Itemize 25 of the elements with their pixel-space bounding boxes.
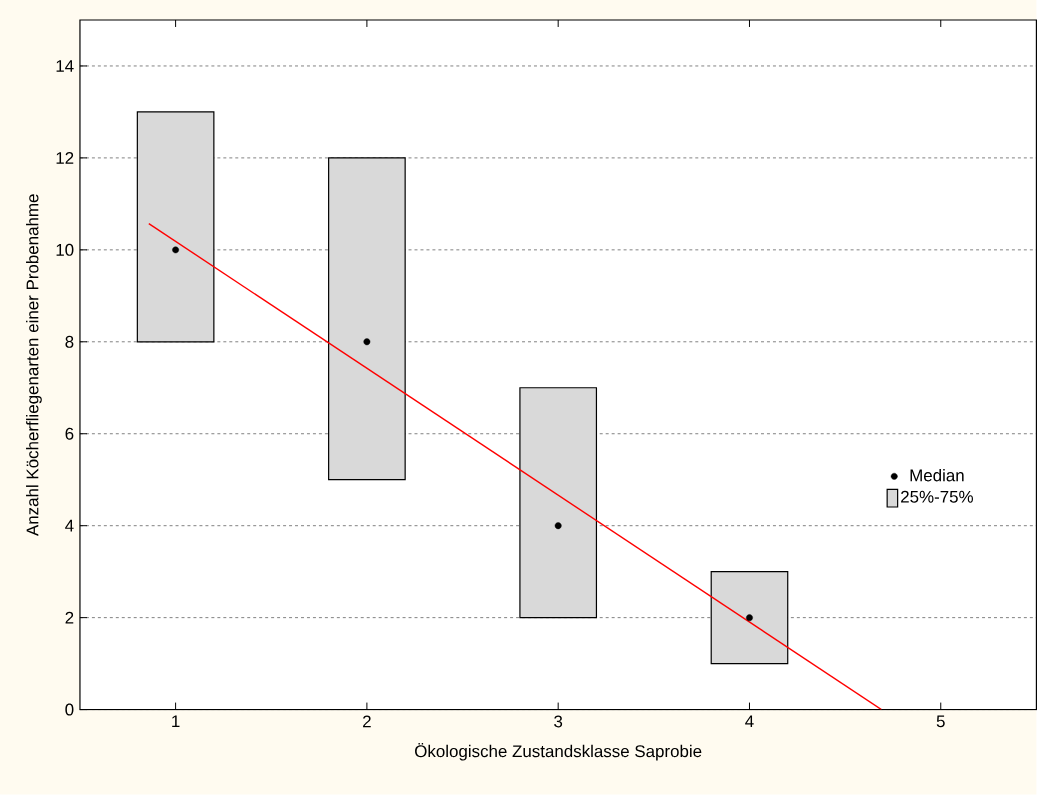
x-tick-label: 3: [554, 715, 563, 728]
x-tick-label: 5: [936, 715, 945, 728]
point: [554, 522, 562, 530]
legend-label: Median: [910, 469, 964, 482]
legend-label: 25%-75%: [901, 490, 973, 503]
y-tick-label: 10: [56, 244, 74, 257]
x-tick-label: 1: [172, 715, 180, 728]
point: [172, 246, 179, 254]
y-tick-label: 12: [56, 152, 74, 165]
point: [363, 338, 371, 346]
point: [746, 614, 753, 622]
y-tick-label: 6: [65, 427, 74, 440]
y-axis-title: Anzahl Köcherfliegenarten einer Probenahme: [26, 194, 42, 537]
bar: [710, 571, 789, 665]
y-tick-label: 14: [56, 60, 74, 73]
bar: [328, 157, 406, 481]
y-tick-label: 2: [65, 611, 74, 624]
x-tick-label: 4: [745, 715, 754, 728]
x-tick-label: 2: [363, 715, 371, 728]
bar: [519, 387, 598, 619]
x-axis-title: Ökologische Zustandsklasse Saprobie: [415, 743, 702, 761]
y-tick-label: 8: [65, 336, 74, 349]
bar: [136, 111, 215, 343]
y-tick-label: 0: [65, 703, 74, 716]
y-tick-label: 4: [65, 520, 74, 532]
